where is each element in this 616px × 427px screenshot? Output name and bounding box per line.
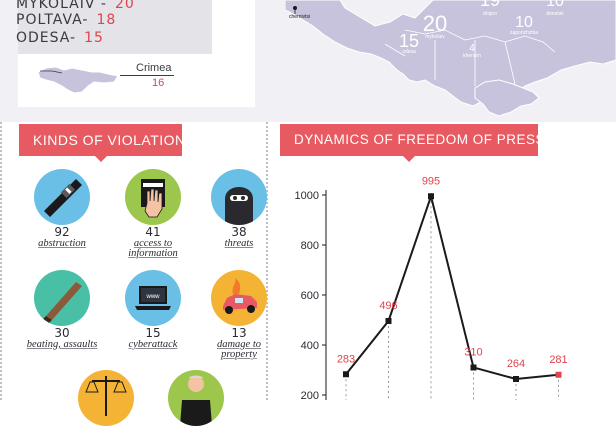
hand-stop-icon	[141, 179, 165, 218]
press-freedom-line-chart: 200 400 600 800 1000 283 496 995 310 264 281	[295, 175, 568, 400]
data-label: 283	[337, 353, 355, 365]
map-label-odesa: odesa	[402, 49, 416, 55]
y-tick-label: 200	[301, 390, 319, 400]
section-divider	[266, 122, 270, 400]
violation-count: 41	[145, 225, 161, 239]
region-name: ODESA-	[16, 30, 77, 46]
violation-icon-circle	[125, 169, 181, 225]
violation-label: threats	[224, 238, 254, 249]
data-label: 310	[464, 347, 482, 359]
violations-header: KINDS OF VIOLATIONS	[19, 124, 195, 162]
map-label-donetsk: donetsk	[546, 11, 564, 17]
violation-item: 92 abstruction	[22, 169, 102, 249]
svg-text:www: www	[146, 294, 161, 300]
map-value-odesa: 15	[399, 31, 419, 51]
left-edge-divider	[0, 122, 4, 400]
crimea-map-icon	[37, 66, 119, 94]
violation-count: 38	[231, 225, 247, 239]
y-tick-label: 1000	[295, 190, 319, 202]
map-value-dnipro: 19	[480, 0, 500, 10]
violation-item: 13 damage to property	[199, 270, 279, 360]
violation-icon-circle: www	[125, 270, 181, 326]
chart-title: DYNAMICS OF FREEDOM OF PRESS BY YEARS	[280, 124, 616, 162]
violation-icon-circle	[34, 270, 90, 326]
violation-count: 92	[54, 225, 70, 239]
region-row: ODESA- 15	[16, 30, 104, 46]
region-list	[18, 0, 212, 54]
official-person-icon	[180, 375, 212, 426]
data-label: 995	[422, 175, 440, 187]
violation-item	[156, 370, 236, 427]
violation-item: 38 threats	[199, 169, 279, 249]
data-point	[555, 371, 562, 378]
violation-icon-circle	[211, 270, 267, 326]
violation-count: 30	[54, 326, 70, 340]
data-label: 496	[379, 300, 397, 312]
burning-car-icon	[223, 278, 257, 314]
y-tick-label: 400	[301, 340, 319, 352]
data-point	[470, 364, 477, 371]
map-value-donetsk: 10	[546, 0, 564, 10]
data-point	[385, 318, 392, 324]
crimea-value: 16	[152, 77, 165, 89]
data-point	[343, 371, 349, 378]
crimea-label: Crimea	[136, 62, 172, 74]
data-point	[428, 193, 434, 200]
region-row: POLTAVA- 18	[16, 12, 116, 28]
violation-label: access to information	[128, 238, 178, 259]
map-label-kherson: kherson	[463, 53, 481, 59]
violation-label: damage to property	[216, 339, 262, 360]
region-value: 15	[84, 30, 104, 46]
region-value: 20	[114, 0, 135, 12]
violation-label: abstruction	[38, 238, 86, 249]
map-value-mykolaiv: 20	[423, 11, 447, 36]
region-value: 18	[96, 12, 117, 28]
crimea-pointer-line	[120, 75, 174, 76]
map-label-zaporizhzhia: zaporizhzhia	[510, 30, 538, 36]
violation-item: www 15 cyberattack	[113, 270, 193, 350]
violation-count: 15	[145, 326, 161, 340]
region-row: MYKOLAIV - 20	[16, 0, 135, 12]
map-label-dnipro: dnipro	[483, 11, 497, 17]
violation-icon-circle	[211, 169, 267, 225]
series-line	[345, 192, 559, 381]
violation-icon-circle	[78, 370, 134, 426]
map-value-kherson: 4	[469, 43, 475, 54]
data-label: 264	[507, 358, 525, 370]
baseball-bat-icon	[43, 282, 82, 323]
data-label: 281	[549, 354, 567, 366]
violation-icon-circle	[34, 169, 90, 225]
violation-item: 41 access to information	[113, 169, 193, 259]
region-name: POLTAVA-	[16, 12, 89, 28]
region-name: MYKOLAIV -	[16, 0, 107, 12]
ukraine-map: chernivtsi 20 mykolaiv 15 odesa 4 kherso…	[285, 0, 616, 117]
scales-icon	[85, 376, 127, 416]
violation-item: 30 beating, assaults	[22, 270, 102, 350]
violation-item	[66, 370, 146, 427]
violation-icon-circle	[168, 370, 224, 426]
laptop-www-icon: www	[135, 286, 171, 310]
data-point	[513, 376, 519, 382]
map-label-mykolaiv: mykolaiv	[425, 34, 445, 40]
y-tick-label: 600	[301, 290, 319, 302]
y-tick-label: 800	[301, 240, 319, 252]
map-label-chernivtsi: chernivtsi	[289, 14, 310, 20]
violation-label: cyberattack	[128, 339, 178, 350]
camera-strap-icon	[44, 179, 82, 217]
violation-label: beating, assaults	[26, 339, 98, 350]
balaclava-icon	[225, 187, 253, 225]
map-value-zaporizhzhia: 10	[515, 14, 533, 31]
violation-count: 13	[231, 326, 247, 340]
